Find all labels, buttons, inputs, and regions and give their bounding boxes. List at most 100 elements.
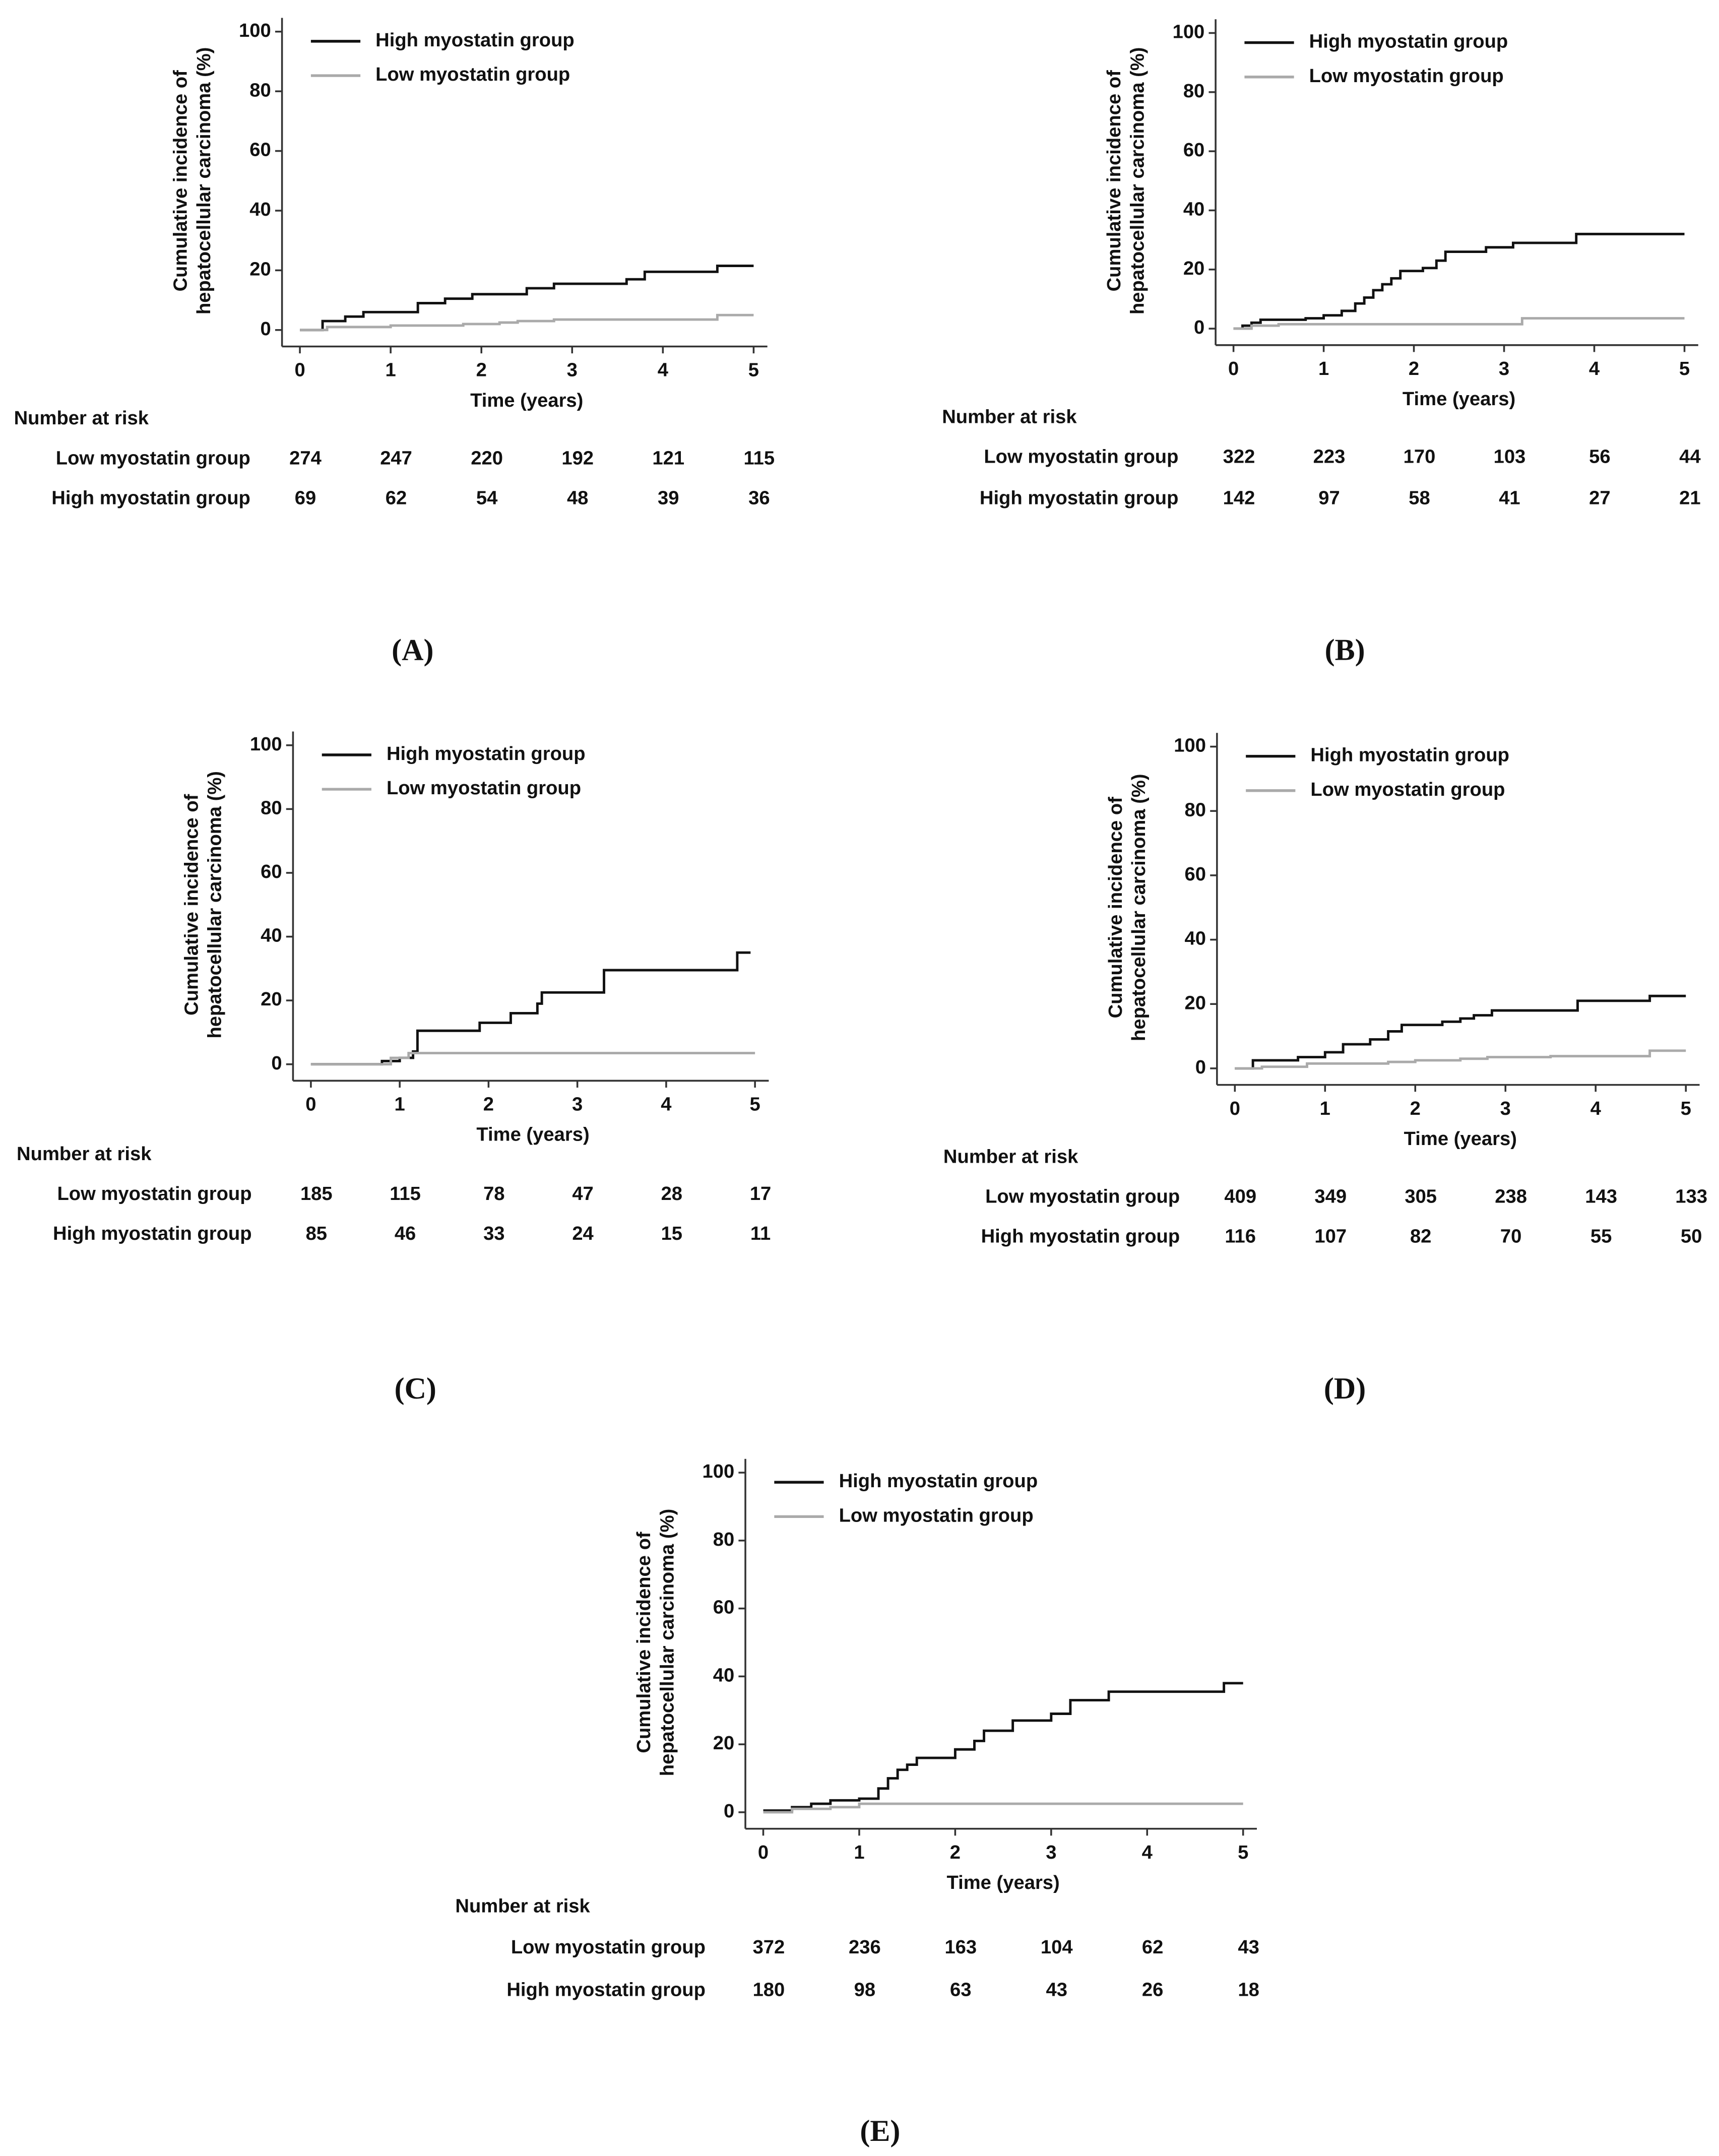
x-tick-label: 5 <box>750 1094 760 1115</box>
risk-value: 142 <box>1223 487 1255 509</box>
risk-row-name: Low myostatin group <box>57 1183 251 1204</box>
risk-table-title: Number at risk <box>455 1895 590 1917</box>
panel-label: (E) <box>860 2114 900 2147</box>
y-tick-label: 100 <box>1174 735 1206 756</box>
y-tick-label: 40 <box>249 199 271 220</box>
legend-label: High myostatin group <box>839 1470 1038 1492</box>
x-axis-label: Time (years) <box>470 390 583 411</box>
risk-value: 170 <box>1404 446 1436 468</box>
km-curve <box>763 1802 1243 1814</box>
risk-value: 103 <box>1494 446 1526 468</box>
y-axis-label: hepatocellular carcinoma (%) <box>204 771 226 1039</box>
x-tick-label: 2 <box>950 1842 961 1863</box>
risk-value: 78 <box>483 1183 504 1204</box>
x-axis-label: Time (years) <box>476 1124 589 1146</box>
risk-value: 43 <box>1046 1979 1067 2001</box>
risk-value: 82 <box>1410 1226 1431 1247</box>
y-tick-label: 0 <box>1195 1056 1206 1078</box>
risk-value: 44 <box>1679 446 1701 468</box>
y-tick-label: 40 <box>1185 928 1206 949</box>
risk-value: 238 <box>1495 1185 1527 1207</box>
km-curve <box>1233 317 1685 330</box>
risk-table-title: Number at risk <box>17 1143 152 1165</box>
x-tick-label: 4 <box>1142 1842 1153 1863</box>
risk-value: 27 <box>1589 487 1610 509</box>
y-axis-label: hepatocellular carcinoma (%) <box>1126 47 1148 315</box>
y-tick-label: 0 <box>724 1800 734 1822</box>
x-tick-label: 3 <box>1500 1098 1511 1119</box>
y-tick-label: 80 <box>1185 799 1206 820</box>
risk-value: 63 <box>950 1979 971 2001</box>
risk-table-title: Number at risk <box>943 1146 1078 1167</box>
km-curve <box>1235 1049 1686 1070</box>
x-tick-label: 2 <box>1410 1098 1421 1119</box>
risk-value: 47 <box>572 1183 593 1204</box>
legend-label: Low myostatin group <box>1309 65 1504 87</box>
x-tick-label: 0 <box>305 1094 316 1115</box>
risk-value: 21 <box>1679 487 1700 509</box>
risk-value: 33 <box>483 1223 504 1244</box>
km-curve <box>300 313 754 332</box>
y-axis-label: Cumulative incidence of <box>1103 70 1125 292</box>
risk-row-name: Low myostatin group <box>985 1185 1180 1207</box>
y-tick-label: 100 <box>1173 21 1205 43</box>
risk-value: 15 <box>661 1223 682 1244</box>
risk-value: 163 <box>944 1936 977 1958</box>
risk-value: 143 <box>1585 1185 1617 1207</box>
risk-value: 185 <box>300 1183 333 1204</box>
x-tick-label: 1 <box>1318 358 1329 379</box>
x-tick-label: 0 <box>1228 358 1239 379</box>
risk-value: 121 <box>652 447 684 469</box>
y-axis-label: Cumulative incidence of <box>633 1532 655 1753</box>
x-tick-label: 5 <box>1679 358 1690 379</box>
y-tick-label: 80 <box>713 1529 734 1550</box>
y-tick-label: 60 <box>261 861 282 882</box>
x-axis-label: Time (years) <box>1404 1128 1517 1150</box>
risk-value: 36 <box>748 487 770 509</box>
y-tick-label: 60 <box>1183 139 1204 161</box>
risk-value: 62 <box>1142 1936 1163 1958</box>
legend-label: Low myostatin group <box>839 1504 1034 1526</box>
legend-label: High myostatin group <box>1310 744 1509 766</box>
risk-row-name: High myostatin group <box>980 487 1179 509</box>
x-tick-label: 3 <box>1499 358 1509 379</box>
risk-value: 17 <box>750 1183 771 1204</box>
x-tick-label: 0 <box>758 1842 769 1863</box>
x-tick-label: 0 <box>294 359 305 381</box>
y-tick-label: 20 <box>713 1732 734 1754</box>
x-tick-label: 5 <box>748 359 759 381</box>
risk-value: 48 <box>567 487 588 509</box>
x-tick-label: 1 <box>395 1094 405 1115</box>
x-tick-label: 3 <box>1046 1842 1056 1863</box>
x-tick-label: 3 <box>567 359 578 381</box>
legend-label: High myostatin group <box>1309 31 1508 52</box>
y-tick-label: 20 <box>249 258 271 280</box>
risk-value: 85 <box>306 1223 327 1244</box>
x-axis-label: Time (years) <box>946 1872 1059 1893</box>
risk-value: 46 <box>395 1223 416 1244</box>
panel-label: (B) <box>1325 633 1365 667</box>
risk-value: 409 <box>1224 1185 1256 1207</box>
risk-value: 39 <box>658 487 679 509</box>
y-tick-label: 80 <box>1183 80 1204 102</box>
risk-value: 55 <box>1590 1226 1612 1247</box>
risk-row-name: High myostatin group <box>51 487 250 509</box>
y-tick-label: 0 <box>271 1052 282 1074</box>
risk-value: 180 <box>753 1979 785 2001</box>
legend-label: High myostatin group <box>387 743 586 765</box>
panel-label: (C) <box>395 1372 436 1405</box>
x-tick-label: 1 <box>1320 1098 1330 1119</box>
y-axis-label: hepatocellular carcinoma (%) <box>193 47 215 315</box>
km-curve <box>310 1052 755 1066</box>
risk-value: 43 <box>1238 1936 1259 1958</box>
risk-value: 50 <box>1681 1226 1702 1247</box>
x-tick-label: 4 <box>1590 1098 1602 1119</box>
risk-value: 54 <box>476 487 498 509</box>
panel-label: (A) <box>392 633 433 667</box>
risk-value: 274 <box>289 447 322 469</box>
y-tick-label: 80 <box>249 79 271 101</box>
risk-value: 26 <box>1142 1979 1163 2001</box>
risk-value: 18 <box>1238 1979 1259 2001</box>
risk-value: 69 <box>295 487 316 509</box>
